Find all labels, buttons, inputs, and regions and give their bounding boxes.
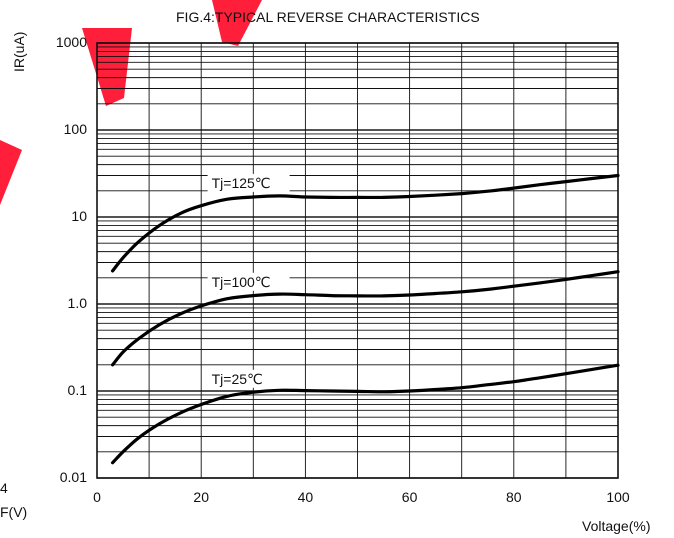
chart-title: FIG.4:TYPICAL REVERSE CHARACTERISTICS [176,9,480,25]
x-tick-label: 40 [298,489,314,505]
x-tick-label: 0 [93,489,101,505]
series-label-bg [207,272,290,291]
series-label: Tj=100℃ [212,274,271,290]
x-tick-label: 20 [193,489,209,505]
series-labels-layer: Tj=125℃ Tj=100℃ Tj=25℃ [207,173,290,388]
cropped-fragment-2: F(V) [0,504,27,520]
y-axis-label: IR(uA) [11,32,27,72]
series-label: Tj=125℃ [212,175,271,191]
x-tick-label: 60 [402,489,418,505]
y-tick-label: 0.1 [68,382,88,398]
watermark-stripes [0,0,262,205]
cropped-fragment-1: 4 [0,480,8,496]
series-label: Tj=25℃ [212,371,263,387]
series-layer [111,173,620,465]
x-tick-label: 80 [506,489,522,505]
x-tick-label: 100 [606,489,630,505]
y-tick-label: 1.0 [68,295,88,311]
y-tick-label: 10 [71,208,87,224]
x-tick-labels: 0 20 40 60 80 100 [93,489,630,505]
y-tick-label: 1000 [56,34,87,50]
series-line [111,173,620,273]
x-axis-label: Voltage(%) [582,518,650,534]
series-label-bg [207,173,290,192]
y-tick-label: 0.01 [60,469,87,485]
series-line [111,270,620,367]
plot-grid [96,42,619,479]
series-label-bg [207,369,290,388]
series-line [111,363,620,465]
y-tick-labels: 0.01 0.1 1.0 10 100 1000 [56,34,87,485]
y-tick-label: 100 [64,121,88,137]
plot-frame [96,42,619,479]
